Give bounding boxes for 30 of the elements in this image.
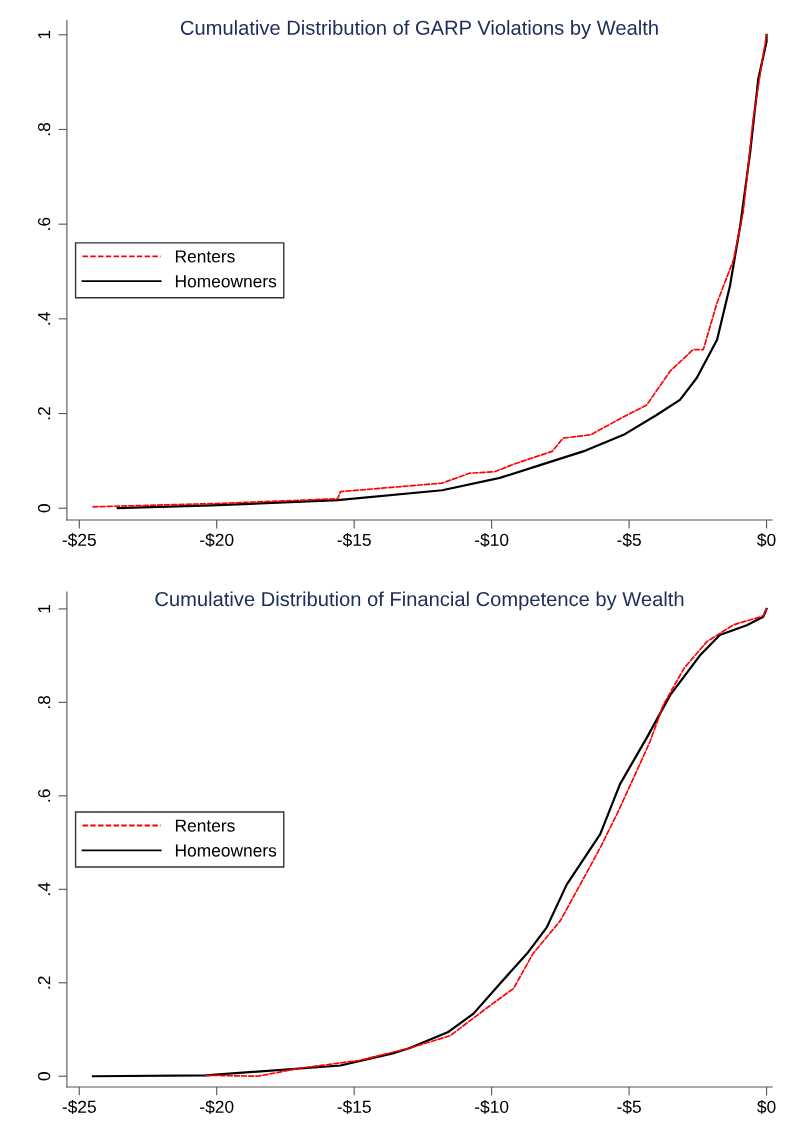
y-tick-label: .8: [37, 122, 51, 136]
y-tick-label: .8: [37, 695, 51, 709]
y-tick-label: 0: [37, 1072, 51, 1081]
x-tick-label: -$20: [200, 532, 234, 548]
x-tick-label: -$25: [62, 1099, 96, 1114]
y-tick-label: 0: [37, 504, 51, 513]
x-tick-label: -$10: [475, 1099, 509, 1114]
x-tick-label: $0: [757, 532, 776, 548]
y-tick-label: .4: [38, 882, 51, 895]
chart-title: Cumulative Distribution of GARP Violations by Wealth: [180, 20, 658, 39]
x-tick-label: -$5: [617, 1099, 641, 1114]
x-tick-label: -$5: [617, 532, 641, 548]
x-tick-label: -$10: [475, 532, 509, 548]
x-tick-label: $0: [757, 1099, 776, 1114]
y-tick-label: .6: [37, 789, 51, 802]
chart-title: Cumulative Distribution of Financial Competence by Wealth: [155, 591, 684, 611]
legend-label: Renters: [175, 819, 235, 832]
y-tick-label: .2: [37, 976, 51, 989]
x-tick-label: -$25: [62, 532, 96, 548]
x-tick-label: -$15: [337, 1099, 371, 1114]
y-tick-label: 1: [38, 30, 51, 39]
legend-label: Homeowners: [175, 275, 277, 288]
y-tick-label: 1: [38, 604, 51, 613]
legend-label: Homeowners: [175, 844, 277, 857]
y-tick-label: .4: [38, 312, 51, 325]
legend-label: Renters: [175, 250, 235, 263]
y-tick-label: .2: [37, 407, 51, 420]
x-tick-label: -$15: [337, 532, 371, 548]
x-tick-label: -$20: [200, 1099, 234, 1114]
y-tick-label: .6: [37, 217, 51, 230]
